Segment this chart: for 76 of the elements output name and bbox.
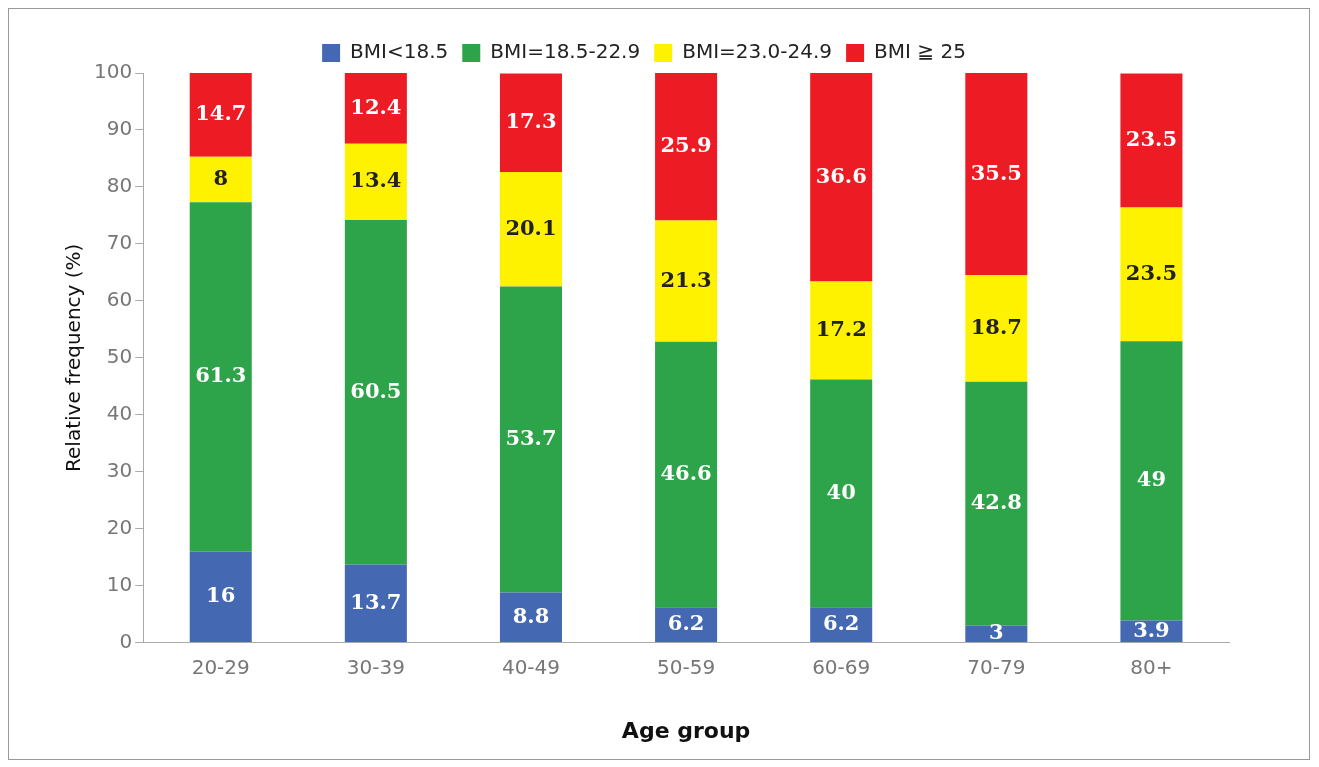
- data-label: 40: [826, 478, 856, 504]
- bar: [810, 73, 873, 282]
- bar: [189, 202, 252, 552]
- bar: [655, 220, 718, 342]
- data-label: 16: [206, 582, 236, 608]
- data-label: 12.4: [350, 93, 402, 119]
- bar: [655, 73, 718, 221]
- bar: [499, 73, 562, 173]
- bar: [1120, 207, 1183, 342]
- data-label: 42.8: [970, 489, 1022, 515]
- x-tick-label: 70-79: [967, 654, 1026, 679]
- x-axis-title: Age group: [621, 717, 751, 743]
- data-label: 25.9: [660, 132, 712, 158]
- bar: [965, 73, 1028, 276]
- legend-label: BMI<18.5: [350, 39, 449, 64]
- bar: [655, 341, 718, 608]
- bar: [810, 379, 873, 608]
- y-tick-label: 60: [106, 287, 133, 312]
- data-label: 35.5: [970, 159, 1022, 185]
- data-label: 21.3: [660, 266, 712, 292]
- x-tick-label: 40-49: [501, 654, 561, 679]
- data-label: 3.9: [1133, 616, 1170, 642]
- data-label: 18.7: [970, 313, 1022, 339]
- data-label: 6.2: [822, 610, 860, 636]
- y-tick-label: 70: [106, 230, 133, 255]
- data-label: 3: [989, 619, 1004, 645]
- bar: [344, 143, 407, 220]
- y-tick-label: 100: [93, 59, 133, 84]
- bar: [965, 275, 1028, 382]
- bar: [499, 172, 562, 287]
- data-label: 20.1: [505, 214, 557, 240]
- bar: [1120, 341, 1183, 621]
- legend-label: BMI=23.0-24.9: [682, 39, 833, 64]
- data-label: 13.7: [350, 588, 402, 614]
- bar: [189, 551, 252, 643]
- y-tick-label: 20: [106, 514, 133, 539]
- bar: [344, 564, 407, 643]
- x-tick-label: 30-39: [346, 654, 405, 679]
- y-tick-label: 50: [106, 344, 133, 368]
- bar: [499, 592, 562, 643]
- data-label: 49: [1136, 466, 1167, 492]
- bar: [189, 73, 252, 157]
- y-tick-label: 10: [106, 571, 133, 596]
- data-label: 46.6: [660, 460, 712, 486]
- data-label: 17.2: [815, 315, 867, 341]
- y-tick-label: 80: [106, 173, 133, 198]
- y-tick-label: 0: [119, 628, 133, 653]
- x-tick-label: 80+: [1130, 654, 1173, 679]
- data-label: 6.2: [667, 610, 705, 636]
- data-label: 17.3: [505, 108, 557, 134]
- legend-label: BMI ≧ 25: [874, 39, 966, 64]
- bar: [499, 286, 562, 593]
- y-tick-label: 90: [106, 116, 133, 141]
- data-label: 23.5: [1125, 259, 1178, 285]
- bar: [965, 381, 1028, 626]
- bar: [344, 219, 407, 565]
- bar: [344, 73, 407, 144]
- bar: [1120, 73, 1183, 208]
- y-tick-label: 40: [106, 400, 133, 425]
- data-label: 14.7: [195, 100, 247, 126]
- x-tick-label: 60-69: [812, 654, 871, 679]
- legend-label: BMI=18.5-22.9: [490, 39, 641, 64]
- data-label: 8: [213, 164, 229, 190]
- bar: [810, 281, 873, 380]
- data-label: 23.5: [1125, 125, 1178, 151]
- x-tick-label: 50-59: [657, 654, 716, 679]
- data-label: 13.4: [350, 167, 402, 193]
- data-label: 36.6: [815, 162, 867, 188]
- y-tick-label: 30: [106, 457, 133, 482]
- data-label: 60.5: [350, 377, 402, 403]
- data-label: 53.7: [505, 424, 557, 450]
- bar: [189, 156, 252, 203]
- y-axis-title: Relative frequency (%): [61, 243, 86, 472]
- data-label: 61.3: [195, 362, 247, 388]
- x-tick-label: 20-29: [191, 654, 250, 679]
- data-label: 8.8: [512, 602, 550, 628]
